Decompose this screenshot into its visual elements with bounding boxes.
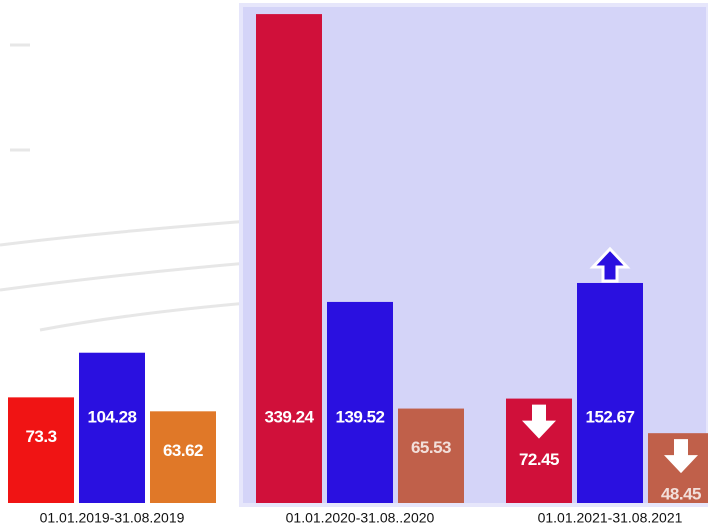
- bar: [150, 411, 216, 503]
- x-tick-label: 01.01.2019-31.08.2019: [40, 510, 185, 526]
- data-label: 72.45: [519, 450, 559, 469]
- data-label: 104.28: [88, 407, 137, 426]
- trend-arrow: [589, 246, 631, 283]
- bar: [256, 14, 322, 503]
- trend-arrow: [522, 404, 556, 439]
- bar: [398, 408, 464, 503]
- bar: [8, 397, 74, 503]
- data-label: 152.67: [586, 407, 635, 426]
- data-label: 63.62: [163, 441, 203, 460]
- data-label: 139.52: [336, 407, 385, 426]
- data-label: 73.3: [25, 427, 56, 446]
- data-label: 48.45: [661, 485, 701, 504]
- x-tick-label: 01.01.2020-31.08..2020: [286, 510, 435, 526]
- trend-arrow: [664, 439, 698, 474]
- bar: [327, 301, 393, 503]
- x-tick-label: 01.01.2021-31.08.2021: [538, 510, 683, 526]
- bar: [79, 352, 145, 503]
- data-label: 339.24: [265, 407, 315, 426]
- data-label: 65.53: [411, 438, 451, 457]
- bar: [577, 282, 643, 503]
